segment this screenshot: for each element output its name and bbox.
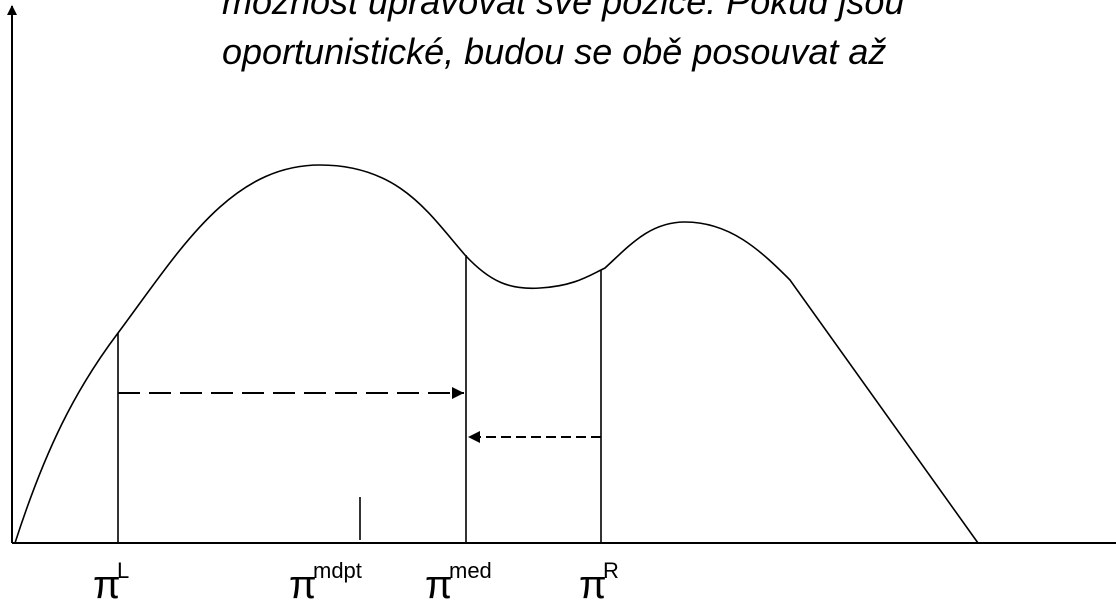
label-med: π med bbox=[425, 558, 492, 601]
label-symbol: π bbox=[289, 563, 317, 601]
label-l: π L bbox=[93, 558, 129, 601]
distribution-curve bbox=[14, 164, 979, 544]
label-mdpt: π mdpt bbox=[289, 558, 362, 601]
label-symbol: π bbox=[425, 563, 453, 601]
caption-line: možnost upravovat své pozice. Pokud jsou bbox=[222, 0, 904, 22]
label-superscript: L bbox=[117, 558, 129, 583]
caption-line: oportunistické, budou se obě posouvat až bbox=[222, 31, 886, 72]
label-r: π R bbox=[579, 558, 619, 601]
label-superscript: mdpt bbox=[313, 558, 362, 583]
label-symbol: π bbox=[579, 563, 607, 601]
label-superscript: R bbox=[603, 558, 619, 583]
label-symbol: π bbox=[93, 563, 121, 601]
label-superscript: med bbox=[449, 558, 492, 583]
